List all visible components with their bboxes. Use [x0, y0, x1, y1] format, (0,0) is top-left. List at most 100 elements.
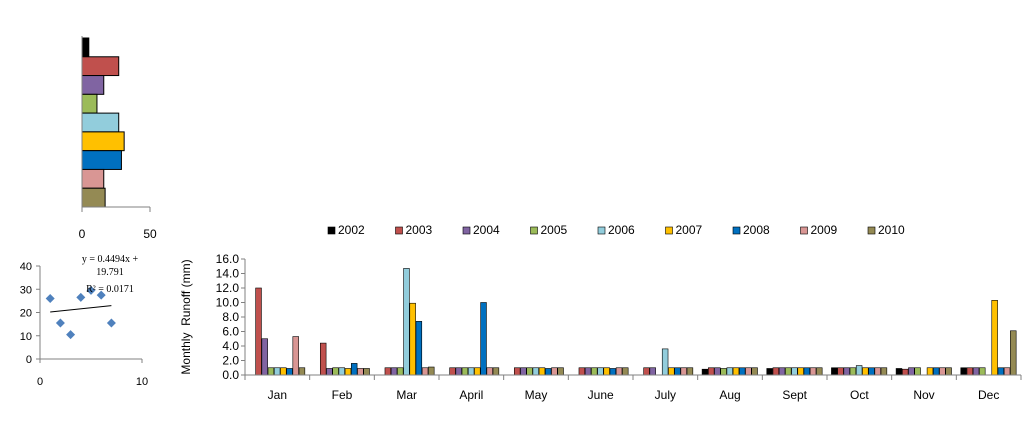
legend-swatch-2006 [597, 226, 606, 235]
scatter-equation-line: 19.791 [96, 267, 124, 278]
bar-Sept-2003 [772, 367, 780, 376]
bar-June-2004 [584, 367, 592, 376]
month-label: Oct [850, 388, 869, 402]
bar-May-2006 [532, 367, 540, 376]
legend-swatch-2002 [327, 226, 336, 235]
bar-Aug-2010 [751, 367, 758, 376]
bar-Aug-2008 [738, 367, 746, 376]
bar-Feb-2003 [319, 342, 327, 376]
bar-April-2005 [461, 367, 469, 376]
bar-Oct-2005 [849, 367, 857, 376]
bar-Feb-2010 [363, 368, 370, 376]
bar-May-2005 [526, 367, 533, 376]
bar-Jan-2010 [298, 367, 306, 376]
bar-July-2003 [643, 367, 650, 376]
hbar-2006 [81, 112, 120, 133]
monthly-y-axis-title: Monthly Runoff (mm) [179, 259, 193, 374]
monthly-y-tick-label: 10.0 [216, 296, 240, 310]
legend-swatch-2005 [530, 226, 538, 235]
legend-swatch-2010 [867, 226, 876, 235]
month-label: June [588, 388, 614, 402]
bar-Aug-2009 [745, 367, 752, 376]
bar-Feb-2009 [357, 368, 364, 376]
bar-June-2006 [597, 367, 604, 376]
bar-Oct-2007 [862, 367, 869, 376]
bar-June-2010 [622, 367, 629, 376]
bar-Sept-2008 [803, 367, 811, 376]
hbar-2009 [81, 168, 105, 189]
horizontal-bar-chart: 0 50 [79, 36, 157, 241]
bar-May-2003 [513, 367, 521, 376]
bar-June-2007 [603, 367, 610, 376]
monthly-y-tick-label: 0.0 [222, 368, 239, 382]
bar-Nov-2007 [926, 367, 934, 376]
monthly-y-tick-label: 6.0 [222, 325, 239, 339]
month-label: Feb [332, 388, 353, 402]
legend-label-2010: 2010 [878, 223, 905, 237]
legend-label-2004: 2004 [473, 223, 500, 237]
bar-May-2008 [544, 368, 552, 376]
bar-April-2006 [467, 367, 475, 376]
bar-Mar-2004 [390, 367, 398, 376]
scatter-y-tick-label: 0 [26, 354, 32, 366]
legend-swatch-2007 [665, 226, 673, 235]
bar-Feb-2005 [332, 367, 339, 376]
month-label: Dec [978, 388, 999, 402]
month-label: Aug [719, 388, 740, 402]
bar-Oct-2010 [880, 367, 888, 376]
bar-Sept-2006 [791, 367, 798, 376]
monthly-runoff-bar-chart: Jan Feb Mar April May June July Aug Sept Oct Nov De… [179, 223, 1022, 402]
bar-Mar-2008 [415, 321, 423, 376]
bar-April-2009 [486, 367, 493, 376]
monthly-y-tick-label: 16.0 [216, 252, 240, 266]
hbar-x-tick-label: 50 [143, 227, 157, 241]
bar-Nov-2009 [939, 367, 946, 376]
bar-Jan-2006 [273, 367, 281, 376]
monthly-y-tick-label: 8.0 [222, 310, 239, 324]
bar-Mar-2006 [403, 268, 410, 376]
bar-June-2005 [591, 367, 598, 376]
scatter-point [96, 290, 106, 300]
scatter-y-tick-label: 40 [20, 261, 32, 273]
bar-Sept-2010 [816, 367, 823, 376]
bar-Mar-2005 [397, 367, 404, 376]
bar-Jan-2003 [255, 287, 262, 376]
bar-May-2009 [551, 367, 558, 376]
hbar-2007 [81, 131, 125, 152]
bar-Mar-2003 [384, 367, 392, 376]
bar-Mar-2010 [428, 366, 435, 376]
scatter-x-tick-label: 10 [136, 376, 148, 388]
scatter-point [76, 292, 86, 302]
legend-label-2003: 2003 [406, 223, 433, 237]
bar-April-2004 [455, 367, 462, 376]
bar-July-2010 [686, 367, 694, 376]
hbar-2002 [81, 37, 90, 58]
legend-label-2008: 2008 [743, 223, 770, 237]
scatter-equation-line: R² = 0.0171 [86, 284, 134, 295]
scatter-y-tick-label: 20 [20, 308, 32, 320]
month-label: July [655, 388, 676, 402]
hbar-2010 [81, 187, 106, 208]
bar-April-2010 [492, 367, 500, 376]
bar-Nov-2002 [895, 368, 903, 376]
bar-Aug-2006 [726, 367, 734, 376]
bar-July-2004 [649, 367, 656, 376]
legend-swatch-2009 [800, 226, 808, 235]
bar-Nov-2008 [932, 367, 940, 376]
hbar-2003 [81, 56, 120, 77]
bar-Nov-2004 [908, 367, 915, 376]
bar-May-2007 [538, 367, 546, 376]
bar-July-2006 [661, 348, 669, 376]
bar-Jan-2008 [286, 368, 293, 376]
bar-Aug-2007 [732, 367, 740, 376]
scatter-point [66, 330, 76, 340]
scatter-x-tick-label: 0 [37, 376, 43, 388]
month-label: May [525, 388, 548, 402]
bar-Jan-2004 [261, 338, 268, 376]
bar-July-2007 [668, 367, 675, 376]
bar-Aug-2002 [701, 368, 709, 376]
bar-May-2004 [520, 367, 527, 376]
bar-Dec-2007 [991, 300, 998, 376]
bar-Oct-2004 [843, 367, 850, 376]
scatter-point [86, 285, 96, 295]
